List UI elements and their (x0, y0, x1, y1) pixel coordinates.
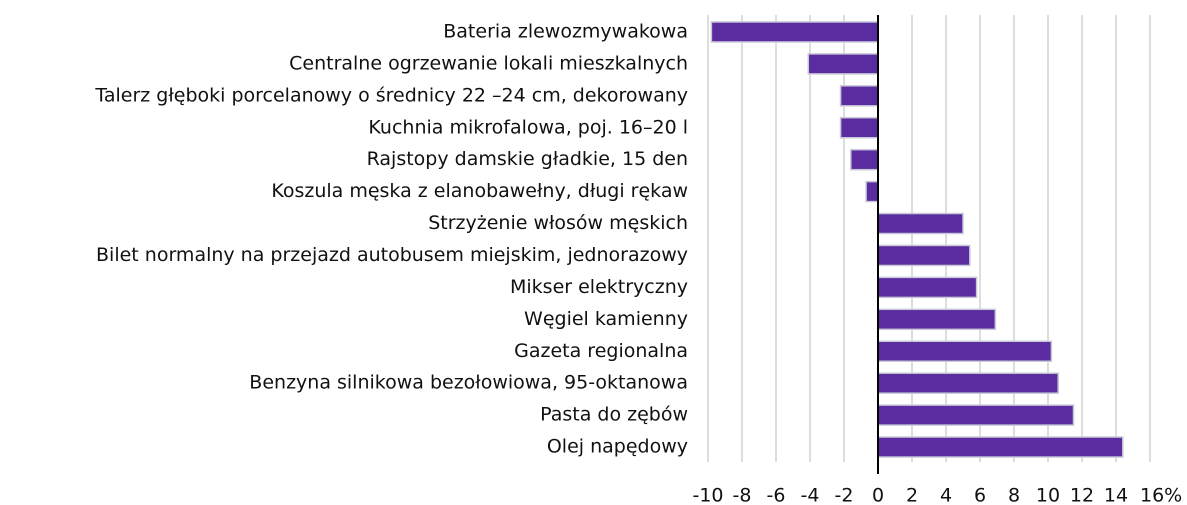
bar (877, 212, 964, 235)
y-tick-label: Bilet normalny na przejazd autobusem mie… (96, 244, 688, 266)
y-tick-label: Gazeta regionalna (514, 340, 688, 362)
bar (877, 404, 1075, 426)
x-tick-label: 8 (1008, 485, 1020, 505)
y-tick-label: Benzyna silnikowa bezołowiowa, 95-oktano… (249, 372, 688, 394)
x-tick-label: 2 (906, 485, 918, 505)
y-tick-label: Bateria zlewozmywakowa (443, 20, 688, 42)
bar (877, 372, 1059, 394)
y-tick-label: Centralne ogrzewanie lokali mieszkalnych (289, 52, 688, 74)
bar (877, 244, 971, 267)
x-tick-label: -10 (692, 485, 723, 505)
y-tick-label: Pasta do zębów (540, 404, 688, 426)
y-tick-label: Strzyżenie włosów męskich (428, 212, 688, 234)
bar (839, 117, 879, 139)
bar (877, 436, 1124, 458)
x-tick-label: 14 (1104, 485, 1128, 505)
bar (807, 53, 879, 75)
x-tick-label: -2 (835, 485, 854, 505)
bar (865, 180, 879, 203)
y-tick-label: Węgiel kamienny (524, 308, 688, 330)
bar (877, 308, 997, 331)
x-tick-label: 0 (872, 485, 884, 505)
bar (877, 340, 1053, 362)
bar (877, 276, 978, 299)
x-tick-label: -6 (767, 485, 786, 505)
y-tick-label: Mikser elektryczny (510, 276, 688, 298)
x-tick-label: 16% (1140, 485, 1182, 505)
y-tick-label: Olej napędowy (547, 436, 688, 458)
y-tick-label: Rajstopy damskie gładkie, 15 den (367, 148, 688, 170)
y-tick-label: Kuchnia mikrofalowa, poj. 16–20 l (368, 116, 688, 138)
y-tick-label: Talerz głęboki porcelanowy o średnicy 22… (94, 84, 688, 106)
x-tick-label: -4 (801, 485, 820, 505)
bar (850, 148, 879, 171)
x-tick-label: 4 (940, 485, 952, 505)
x-tick-label: -8 (733, 485, 752, 505)
bar (839, 85, 879, 107)
x-tick-label: 12 (1070, 485, 1094, 505)
bar (710, 21, 879, 43)
y-tick-label: Koszula męska z elanobawełny, długi ręka… (271, 180, 688, 202)
x-tick-label: 10 (1036, 485, 1060, 505)
x-tick-label: 6 (974, 485, 986, 505)
